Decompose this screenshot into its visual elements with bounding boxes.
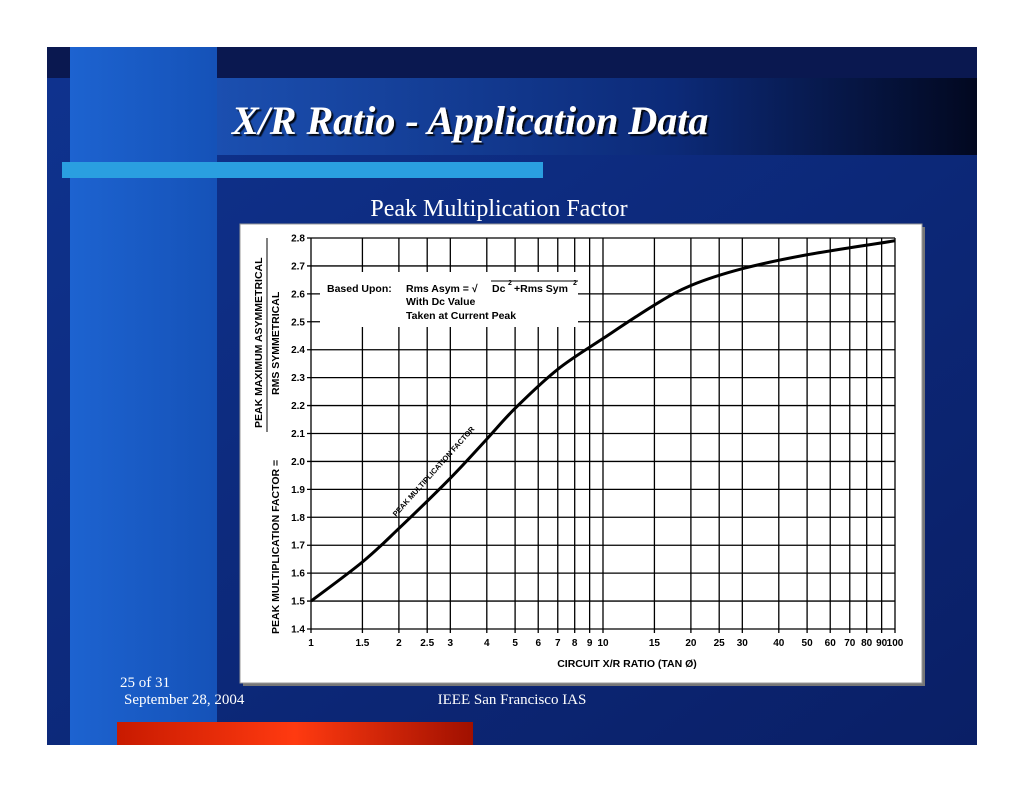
x-tick-label: 70 bbox=[844, 638, 856, 649]
x-tick-label: 2 bbox=[396, 638, 402, 649]
y-tick-label: 2.8 bbox=[291, 234, 305, 245]
x-tick-label: 3 bbox=[448, 638, 454, 649]
x-tick-label: 5 bbox=[512, 638, 518, 649]
y-tick-label: 2.4 bbox=[291, 345, 305, 356]
x-tick-label: 9 bbox=[587, 638, 593, 649]
y-axis-denominator: RMS SYMMETRICAL bbox=[270, 291, 282, 395]
y-tick-label: 2.7 bbox=[291, 261, 305, 272]
x-tick-label: 60 bbox=[825, 638, 837, 649]
y-axis-numerator: PEAK MAXIMUM ASYMMETRICAL bbox=[253, 257, 265, 428]
annotation-text: +Rms Sym bbox=[514, 283, 568, 295]
x-tick-label: 40 bbox=[773, 638, 785, 649]
title-band bbox=[217, 78, 977, 155]
y-tick-label: 1.6 bbox=[291, 569, 305, 580]
y-tick-label: 1.5 bbox=[291, 597, 305, 608]
x-tick-label: 20 bbox=[685, 638, 697, 649]
y-tick-label: 2.1 bbox=[291, 429, 305, 440]
accent-stripe bbox=[62, 162, 543, 178]
x-tick-label: 30 bbox=[737, 638, 749, 649]
footer-org: IEEE San Francisco IAS bbox=[438, 692, 587, 708]
x-tick-label: 6 bbox=[535, 638, 541, 649]
plot-area: 1.4 1.5 1.6 1.7 1.8 1.9 2.0 2.1 2.2 2.3 2.4 2.5 2.6 2… bbox=[253, 234, 904, 671]
chart-title: Peak Multiplication Factor bbox=[370, 196, 627, 222]
y-axis-label: PEAK MULTIPLICATION FACTOR = bbox=[270, 460, 282, 634]
y-tick-label: 1.4 bbox=[291, 625, 305, 636]
annotation-text: Dc bbox=[492, 283, 506, 295]
annotation-text: With Dc Value bbox=[406, 296, 475, 308]
line-series bbox=[310, 239, 896, 603]
x-tick-label: 25 bbox=[714, 638, 726, 649]
footer-date: September 28, 2004 bbox=[124, 692, 245, 708]
y-tick-label: 1.9 bbox=[291, 485, 305, 496]
y-tick-label: 2.0 bbox=[291, 457, 305, 468]
y-tick-label: 2.2 bbox=[291, 401, 305, 412]
x-tick-label: 1.5 bbox=[355, 638, 369, 649]
x-tick-label: 10 bbox=[597, 638, 609, 649]
x-tick-label: 8 bbox=[572, 638, 578, 649]
annotation-text: Taken at Current Peak bbox=[406, 310, 516, 322]
y-tick-label: 1.8 bbox=[291, 513, 305, 524]
annotation-exponent: 2 bbox=[508, 280, 512, 287]
x-tick-label: 7 bbox=[555, 638, 561, 649]
red-bar bbox=[117, 722, 473, 745]
page-number: 25 of 31 bbox=[120, 675, 170, 691]
x-axis-label: CIRCUIT X/R RATIO (TAN Ø) bbox=[557, 658, 697, 670]
slide-title: X/R Ratio - Application Data bbox=[230, 98, 708, 143]
y-tick-label: 2.3 bbox=[291, 373, 305, 384]
annotation-text: Based Upon: bbox=[327, 283, 392, 295]
y-tick-label: 2.5 bbox=[291, 317, 305, 328]
x-tick-label: 15 bbox=[649, 638, 661, 649]
y-tick-label: 1.7 bbox=[291, 541, 305, 552]
y-tick-label: 2.6 bbox=[291, 289, 305, 300]
x-tick-label: 1 bbox=[308, 638, 314, 649]
x-tick-label: 4 bbox=[484, 638, 490, 649]
left-column bbox=[70, 47, 217, 745]
x-tick-label: 100 bbox=[887, 638, 904, 649]
annotation-exponent: 2 bbox=[573, 280, 577, 287]
x-tick-label: 50 bbox=[802, 638, 814, 649]
x-tick-label: 2.5 bbox=[420, 638, 434, 649]
annotation-text: Rms Asym = √ bbox=[406, 283, 478, 295]
x-tick-label: 90 bbox=[876, 638, 888, 649]
x-tick-label: 80 bbox=[861, 638, 873, 649]
